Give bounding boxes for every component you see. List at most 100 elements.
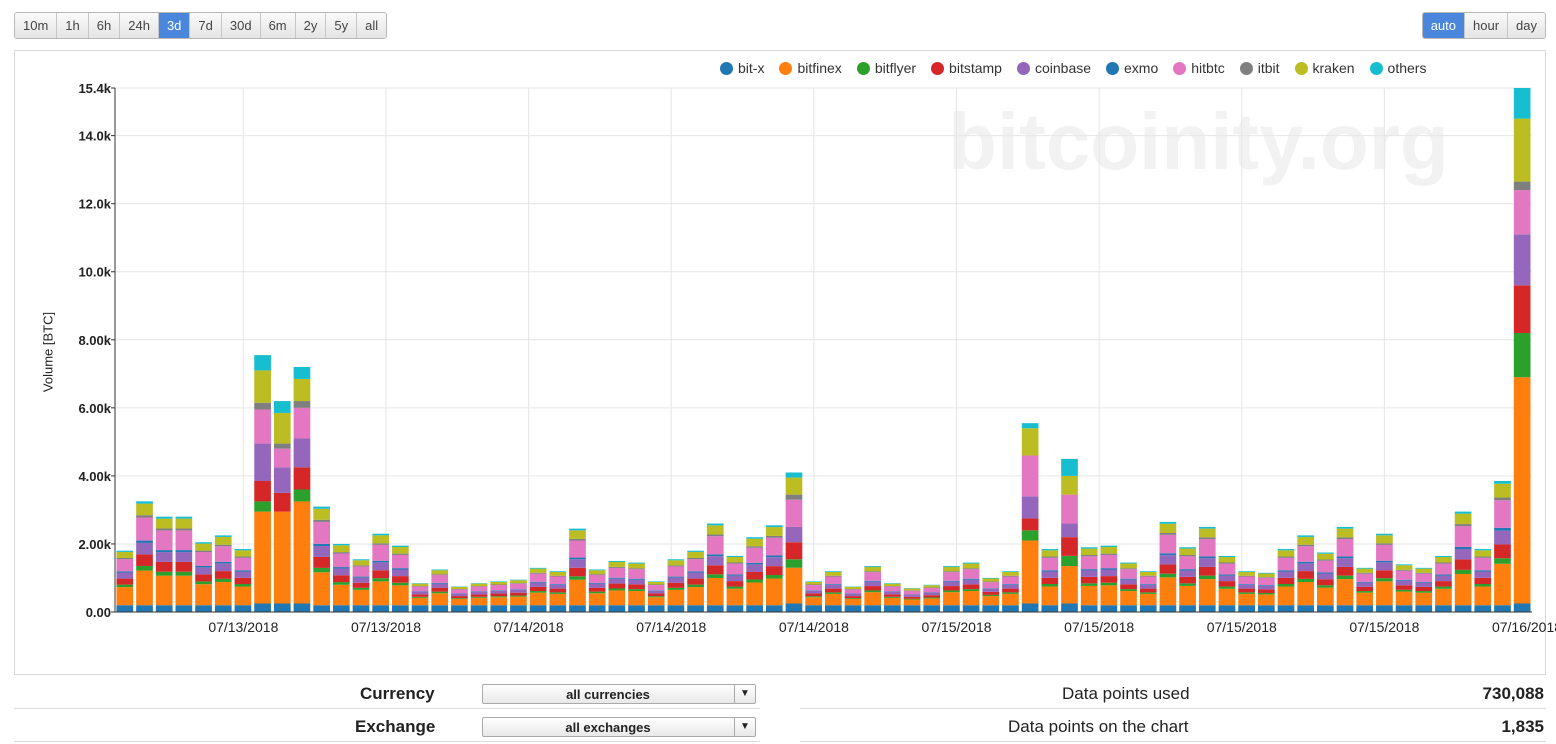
data-points-chart-label: Data points on the chart	[1008, 717, 1189, 736]
bar-segment-itbit	[1100, 553, 1118, 555]
legend-item-coinbase[interactable]: coinbase	[1016, 60, 1092, 76]
range-button-30d[interactable]: 30d	[221, 13, 261, 38]
bar-segment-bitfinex	[175, 575, 193, 606]
bar-segment-exmo	[549, 584, 567, 585]
bar-segment-others	[1080, 547, 1098, 549]
currency-select[interactable]: all currencies ▼	[482, 684, 756, 704]
bar-segment-coinbase	[923, 592, 941, 596]
granularity-button-auto[interactable]: auto	[1422, 13, 1465, 38]
bar-segment-bitfinex	[1376, 581, 1393, 606]
bar-segment-coinbase	[510, 589, 527, 593]
bar-segment-hitbtc	[1513, 190, 1531, 235]
bar-segment-others	[195, 542, 212, 544]
bar-segment-kraken	[510, 580, 527, 584]
bar-segment-bitfinex	[1435, 588, 1452, 606]
legend-item-hitbtc[interactable]: hitbtc	[1173, 60, 1225, 76]
bar-segment-bitfinex	[1415, 592, 1433, 606]
bar-segment-kraken	[667, 560, 685, 566]
exchange-select[interactable]: all exchanges ▼	[482, 717, 756, 737]
bar-segment-bitfinex	[608, 590, 626, 606]
legend-item-bitflyer[interactable]: bitflyer	[856, 60, 916, 76]
bar-segment-others	[234, 549, 252, 551]
bar-segment-coinbase	[726, 575, 744, 582]
range-button-all[interactable]: all	[357, 13, 387, 38]
range-button-10m[interactable]: 10m	[15, 13, 58, 38]
bar-segment-bit-x	[1494, 605, 1511, 612]
bar-segment-itbit	[982, 581, 1000, 583]
range-button-5y[interactable]: 5y	[326, 13, 358, 38]
range-button-2y[interactable]: 2y	[295, 13, 327, 38]
data-points-chart-row: Data points on the chart 1,835	[800, 710, 1546, 742]
bar-segment-hitbtc	[392, 554, 409, 569]
bar-segment-kraken	[1454, 513, 1472, 525]
bar-segment-bitstamp	[254, 481, 271, 502]
bar-segment-others	[1100, 545, 1118, 548]
bar-segment-bitstamp	[726, 581, 744, 587]
bar-segment-bitflyer	[943, 590, 960, 593]
bar-segment-others	[647, 581, 665, 582]
bar-segment-exmo	[569, 557, 586, 560]
bar-segment-coinbase	[1218, 575, 1236, 582]
bar-segment-bitstamp	[392, 576, 409, 583]
bar-segment-bitstamp	[214, 571, 232, 579]
bar-segment-bitfinex	[1257, 594, 1275, 606]
bar-segment-bitfinex	[628, 591, 645, 606]
bar-segment-bitstamp	[647, 593, 665, 597]
bar-segment-exmo	[647, 590, 665, 591]
bar-segment-bitstamp	[155, 561, 173, 572]
x-tick-label: 07/13/2018	[351, 619, 421, 635]
bar-segment-hitbtc	[1395, 570, 1413, 580]
bar-segment-bitstamp	[1454, 559, 1472, 570]
bar-segment-itbit	[608, 566, 626, 568]
bar-segment-others	[1061, 458, 1078, 476]
bar-segment-coinbase	[1356, 582, 1374, 587]
bar-segment-bit-x	[549, 605, 567, 612]
granularity-button-hour[interactable]: hour	[1465, 13, 1509, 38]
range-button-6m[interactable]: 6m	[260, 13, 296, 38]
x-tick-label: 07/15/2018	[921, 619, 991, 635]
bar-segment-bitstamp	[1139, 588, 1157, 593]
legend-item-itbit[interactable]: itbit	[1239, 60, 1280, 76]
range-button-24h[interactable]: 24h	[120, 13, 159, 38]
bar-segment-others	[943, 565, 960, 567]
range-button-3d[interactable]: 3d	[158, 13, 191, 38]
bar-segment-bit-x	[1474, 605, 1492, 612]
bar-segment-bitstamp	[1218, 581, 1236, 587]
legend-label: coinbase	[1034, 60, 1092, 76]
chart-legend: bit-x bitfinex bitflyer bitstamp coinbase exm…	[720, 60, 1426, 76]
bar-segment-bitfinex	[451, 598, 468, 606]
bar-segment-others	[214, 535, 232, 537]
legend-item-bit-x[interactable]: bit-x	[720, 60, 764, 76]
bar-segment-bitfinex	[470, 597, 488, 606]
range-button-6h[interactable]: 6h	[88, 13, 121, 38]
bar-segment-others	[1513, 88, 1531, 119]
bar-segment-kraken	[1159, 523, 1177, 533]
bar-segment-bitfinex	[490, 597, 508, 606]
bar-segment-exmo	[529, 581, 547, 583]
legend-item-bitfinex[interactable]: bitfinex	[779, 60, 842, 76]
bar-segment-bitfinex	[1021, 540, 1039, 604]
bar-segment-bit-x	[805, 605, 822, 612]
granularity-button-day[interactable]: day	[1508, 13, 1545, 38]
bar-segment-bit-x	[785, 603, 803, 612]
legend-item-kraken[interactable]: kraken	[1294, 60, 1355, 76]
bar-segment-bitstamp	[765, 566, 783, 576]
range-button-1h[interactable]: 1h	[57, 13, 89, 38]
bar-segment-bitflyer	[805, 596, 822, 598]
bar-segment-exmo	[628, 578, 645, 580]
bar-segment-exmo	[667, 576, 685, 578]
bar-segment-bit-x	[332, 605, 350, 612]
legend-item-others[interactable]: others	[1369, 60, 1426, 76]
legend-item-exmo[interactable]: exmo	[1106, 60, 1158, 76]
bar-segment-bitfinex	[1139, 593, 1157, 606]
bar-segment-bit-x	[116, 605, 134, 612]
bar-segment-kraken	[136, 503, 153, 516]
bar-segment-bitfinex	[392, 585, 409, 606]
bar-segment-kraken	[785, 477, 803, 495]
range-button-7d[interactable]: 7d	[190, 13, 222, 38]
bar-segment-bitfinex	[962, 591, 980, 606]
legend-item-bitstamp[interactable]: bitstamp	[931, 60, 1002, 76]
bar-segment-bitfinex	[1454, 573, 1472, 606]
bar-segment-others	[1257, 572, 1275, 574]
data-points-used-label: Data points used	[1062, 684, 1190, 703]
